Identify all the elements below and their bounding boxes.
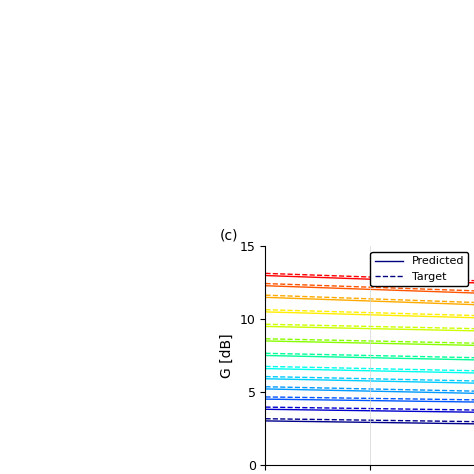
Text: (c): (c) xyxy=(219,228,238,242)
Y-axis label: G [dB]: G [dB] xyxy=(220,333,234,378)
Legend: Predicted, Target: Predicted, Target xyxy=(370,252,468,286)
